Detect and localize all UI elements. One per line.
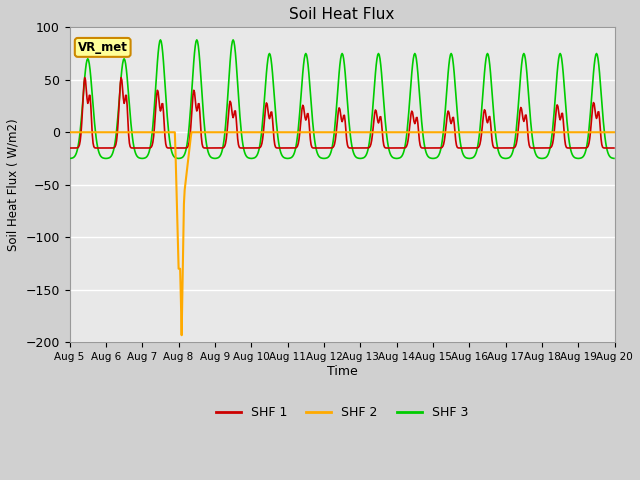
Y-axis label: Soil Heat Flux ( W/m2): Soil Heat Flux ( W/m2) (7, 119, 20, 251)
Text: VR_met: VR_met (78, 41, 127, 54)
Legend: SHF 1, SHF 2, SHF 3: SHF 1, SHF 2, SHF 3 (211, 401, 473, 424)
X-axis label: Time: Time (327, 365, 358, 378)
Title: Soil Heat Flux: Soil Heat Flux (289, 7, 395, 22)
